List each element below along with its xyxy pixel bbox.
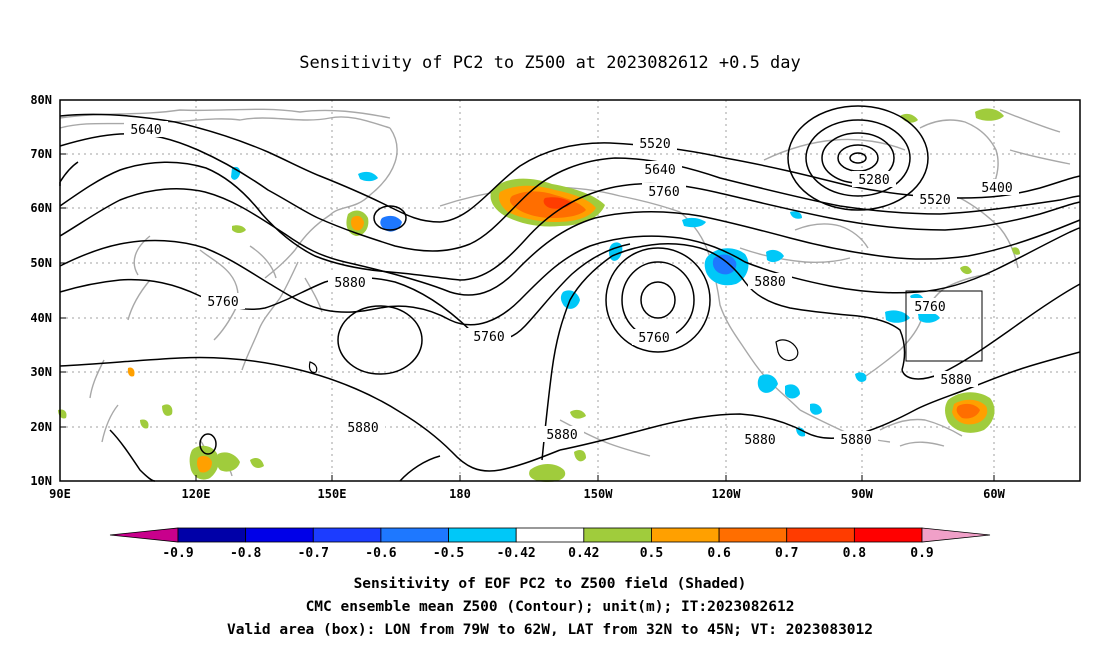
sensitivity-shading bbox=[58, 108, 1020, 482]
colorbar-cell bbox=[177, 527, 247, 543]
colorbar-cell bbox=[245, 527, 314, 543]
colorbar-cell bbox=[718, 527, 788, 543]
colorbar-label: 0.8 bbox=[843, 546, 867, 561]
colorbar-label: -0.42 bbox=[497, 546, 536, 561]
contour-label: 5880 bbox=[546, 428, 577, 443]
lon-label: 120E bbox=[182, 487, 211, 501]
colorbar-cell bbox=[380, 527, 449, 543]
footer-line-1: Sensitivity of EOF PC2 to Z500 field (Sh… bbox=[354, 576, 747, 592]
colorbar-label: 0.9 bbox=[910, 546, 933, 561]
contour-label: 5520 bbox=[639, 137, 670, 152]
colorbar-cell bbox=[312, 527, 382, 543]
colorbar-left-cap bbox=[109, 527, 179, 543]
contour-label: 5760 bbox=[638, 331, 669, 346]
contour-label: 5640 bbox=[130, 123, 161, 138]
colorbar-labels: -0.9 -0.8 -0.7 -0.6 -0.5 -0.42 0.42 0.5 0.6 0.7 0.… bbox=[162, 546, 933, 561]
colorbar-right-cap bbox=[921, 527, 991, 543]
contour-label: 5400 bbox=[981, 181, 1012, 196]
colorbar-label: 0.7 bbox=[775, 546, 798, 561]
contour-label: 5760 bbox=[207, 295, 238, 310]
contour-label: 5520 bbox=[919, 193, 950, 208]
colorbar-cell bbox=[651, 527, 720, 543]
lat-label: 80N bbox=[30, 93, 52, 107]
tick-marks bbox=[59, 99, 995, 482]
lat-label: 20N bbox=[30, 420, 52, 434]
colorbar-label: 0.6 bbox=[707, 546, 731, 561]
colorbar-label: -0.5 bbox=[433, 546, 464, 561]
lon-label: 120W bbox=[712, 487, 742, 501]
lat-label: 70N bbox=[30, 147, 52, 161]
colorbar-label: 0.5 bbox=[640, 546, 663, 561]
contour-label: 5880 bbox=[347, 421, 378, 436]
lat-label: 10N bbox=[30, 474, 52, 488]
lon-label: 150E bbox=[318, 487, 347, 501]
contour-label: 5880 bbox=[840, 433, 871, 448]
colorbar-cell bbox=[853, 527, 923, 543]
lat-label: 30N bbox=[30, 365, 52, 379]
contour-label: 5640 bbox=[644, 163, 675, 178]
latitude-labels: 80N 70N 60N 50N 40N 30N 20N 10N bbox=[30, 93, 52, 488]
valid-area-box bbox=[905, 290, 983, 362]
lat-label: 40N bbox=[30, 311, 52, 325]
lon-label: 90E bbox=[49, 487, 71, 501]
colorbar-label: 0.42 bbox=[568, 546, 599, 561]
footer-line-3: Valid area (box): LON from 79W to 62W, L… bbox=[227, 622, 873, 638]
colorbar-label: -0.7 bbox=[298, 546, 329, 561]
contour-label: 5760 bbox=[473, 330, 504, 345]
lon-label: 180 bbox=[449, 487, 471, 501]
contour-label: 5280 bbox=[858, 173, 889, 188]
colorbar-cells bbox=[177, 527, 923, 543]
footer-line-2: CMC ensemble mean Z500 (Contour); unit(m… bbox=[306, 599, 795, 615]
contour-label: 5880 bbox=[754, 275, 785, 290]
map-panel: 5640 5520 5640 5760 5280 5400 5520 5760 … bbox=[30, 93, 1081, 501]
contour-label: 5760 bbox=[914, 300, 945, 315]
lat-label: 50N bbox=[30, 256, 52, 270]
map-frame bbox=[59, 99, 1081, 482]
colorbar-cell bbox=[583, 527, 652, 543]
colorbar-label: -0.8 bbox=[230, 546, 261, 561]
colorbar-cell bbox=[515, 527, 585, 543]
colorbar-cell bbox=[786, 527, 855, 543]
lat-label: 60N bbox=[30, 201, 52, 215]
contour-label: 5880 bbox=[334, 276, 365, 291]
lon-label: 150W bbox=[584, 487, 614, 501]
longitude-labels: 90E 120E 150E 180 150W 120W 90W 60W bbox=[49, 487, 1005, 501]
contour-label: 5760 bbox=[648, 185, 679, 200]
colorbar-label: -0.6 bbox=[365, 546, 396, 561]
lon-label: 90W bbox=[851, 487, 873, 501]
contour-label: 5880 bbox=[940, 373, 971, 388]
colorbar-cell bbox=[448, 527, 517, 543]
contour-labels: 5640 5520 5640 5760 5280 5400 5520 5760 … bbox=[124, 121, 1019, 448]
lon-label: 60W bbox=[983, 487, 1005, 501]
contour-label: 5880 bbox=[744, 433, 775, 448]
colorbar: -0.9 -0.8 -0.7 -0.6 -0.5 -0.42 0.42 0.5 0.6 0.7 0.… bbox=[109, 527, 991, 561]
map-title: Sensitivity of PC2 to Z500 at 2023082612… bbox=[299, 53, 801, 73]
colorbar-label: -0.9 bbox=[162, 546, 193, 561]
